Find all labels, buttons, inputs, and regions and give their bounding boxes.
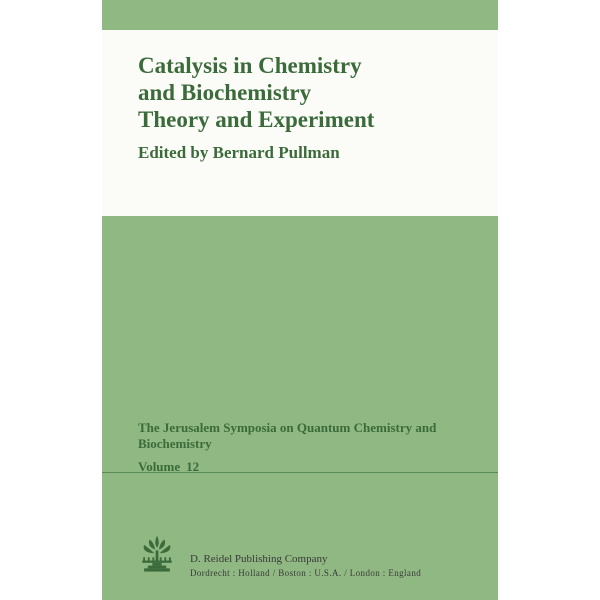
horizontal-divider <box>102 472 498 473</box>
volume-line: Volume 12 <box>138 458 498 476</box>
book-cover: Catalysis in Chemistry and Biochemistry … <box>102 0 498 600</box>
title-panel: Catalysis in Chemistry and Biochemistry … <box>102 30 498 216</box>
editor-line: Edited by Bernard Pullman <box>138 143 498 163</box>
title-line-1: Catalysis in Chemistry <box>138 52 498 79</box>
series-title: The Jerusalem Symposia on Quantum Chemis… <box>138 420 498 452</box>
publisher-logo-icon <box>134 532 180 578</box>
cover-top-bar <box>102 0 498 30</box>
page-background: Catalysis in Chemistry and Biochemistry … <box>0 0 600 600</box>
cover-bottom-bar: The Jerusalem Symposia on Quantum Chemis… <box>102 216 498 600</box>
publisher-text: D. Reidel Publishing Company Dordrecht :… <box>190 553 421 578</box>
title-line-2: and Biochemistry <box>138 79 498 106</box>
publisher-block: D. Reidel Publishing Company Dordrecht :… <box>134 532 421 578</box>
publisher-locations: Dordrecht : Holland / Boston : U.S.A. / … <box>190 568 421 578</box>
publisher-name: D. Reidel Publishing Company <box>190 553 421 565</box>
title-block: Catalysis in Chemistry and Biochemistry … <box>138 52 498 163</box>
title-line-3: Theory and Experiment <box>138 106 498 133</box>
series-block: The Jerusalem Symposia on Quantum Chemis… <box>138 420 498 476</box>
menorah-tulip-icon <box>134 532 180 578</box>
